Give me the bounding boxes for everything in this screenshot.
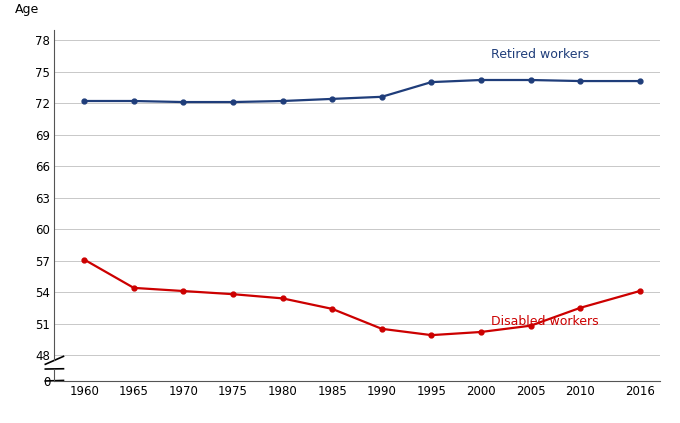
Text: Retired workers: Retired workers [491, 48, 589, 61]
Text: Disabled workers: Disabled workers [491, 315, 598, 328]
Text: Age: Age [15, 3, 39, 16]
